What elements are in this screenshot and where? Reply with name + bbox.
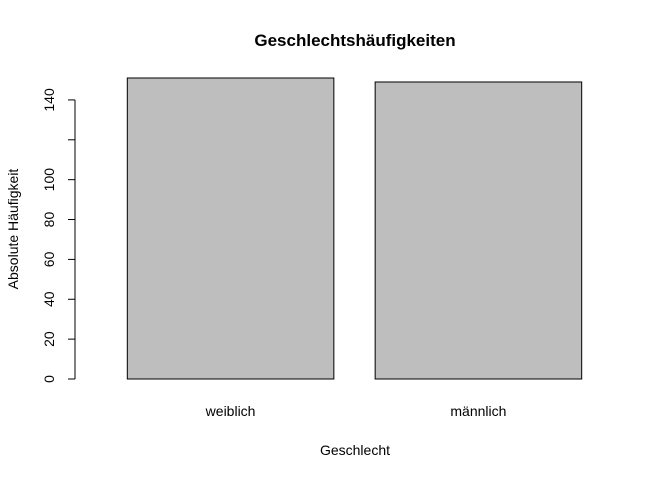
- y-tick-label-5: 100: [41, 168, 57, 192]
- x-tick-label-1: männlich: [450, 403, 506, 419]
- bars-group: [126, 77, 583, 380]
- y-tick-label-1: 20: [41, 331, 57, 347]
- y-tick-label-0: 0: [41, 375, 57, 383]
- bar-1: [374, 81, 583, 380]
- chart-title: Geschlechtshäufigkeiten: [254, 31, 455, 50]
- x-axis: weiblich männlich: [205, 403, 507, 419]
- bar-0: [126, 77, 335, 380]
- y-tick-label-2: 40: [41, 291, 57, 307]
- x-tick-label-0: weiblich: [205, 403, 256, 419]
- y-axis: 0 20 40 60 80 100 140: [41, 88, 76, 383]
- y-tick-label-4: 80: [41, 212, 57, 228]
- y-tick-label-7: 140: [41, 88, 57, 112]
- x-axis-label: Geschlecht: [320, 442, 390, 458]
- y-axis-label: Absolute Häufigkeit: [5, 169, 21, 290]
- y-tick-label-3: 60: [41, 251, 57, 267]
